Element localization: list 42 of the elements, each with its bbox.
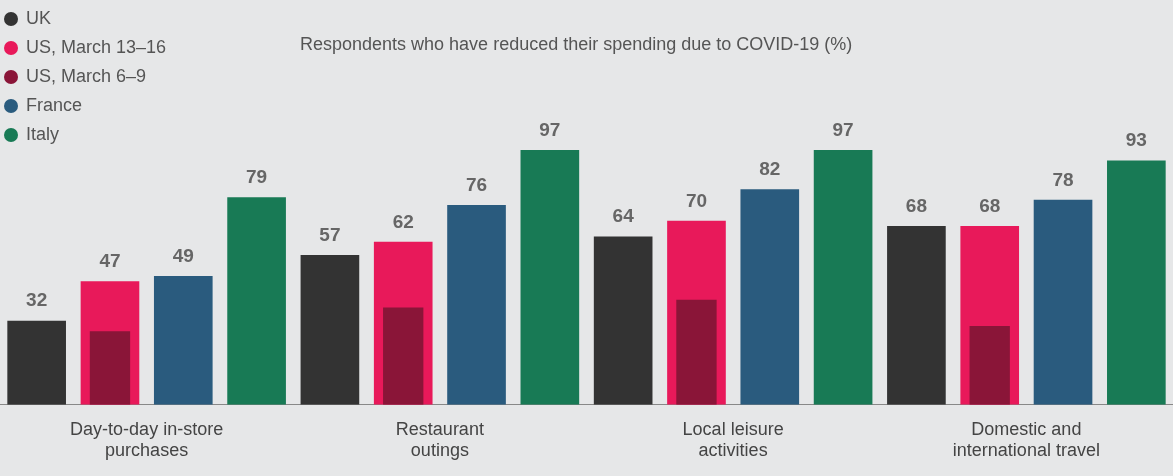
bar <box>153 276 213 405</box>
data-label: 70 <box>685 189 708 211</box>
bar <box>813 149 873 405</box>
legend-label: Italy <box>26 124 60 145</box>
data-label: 78 <box>1052 168 1074 190</box>
data-label: 62 <box>392 210 414 232</box>
x-tick-label: Day-to-day in-store purchases <box>70 418 224 461</box>
legend-label: US, March 13–16 <box>26 37 167 58</box>
x-tick-label: Restaurant outings <box>395 418 484 461</box>
bar <box>1033 199 1093 405</box>
bar <box>676 299 717 405</box>
bar <box>89 331 131 405</box>
data-label: 97 <box>832 118 854 140</box>
data-label: 93 <box>1125 129 1147 151</box>
legend-label: UK <box>26 8 52 29</box>
data-label: 57 <box>319 223 341 245</box>
legend-label: France <box>26 95 83 116</box>
bar <box>593 236 653 405</box>
bar <box>969 325 1010 405</box>
bar <box>227 197 286 405</box>
bar <box>383 307 424 405</box>
data-label: 32 <box>26 289 48 311</box>
data-label: 82 <box>759 158 781 180</box>
data-label: 49 <box>172 244 194 266</box>
bar <box>7 320 66 405</box>
data-label: 64 <box>612 205 635 227</box>
data-label: 97 <box>539 118 561 140</box>
data-label: 47 <box>99 250 121 272</box>
bar <box>300 255 360 405</box>
bar <box>1107 160 1166 405</box>
legend-label: US, March 6–9 <box>26 66 147 87</box>
x-tick-label: Domestic and international travel <box>952 418 1100 461</box>
bar <box>887 226 946 405</box>
chart-title: Respondents who have reduced their spending due to COVID-19 (%) <box>300 34 853 55</box>
bar <box>520 149 580 405</box>
bar <box>740 189 800 405</box>
x-tick-label: Local leisure activities <box>682 418 784 461</box>
data-label: 68 <box>979 194 1001 216</box>
data-label: 76 <box>465 173 488 195</box>
data-label: 68 <box>905 194 927 216</box>
data-label: 79 <box>246 165 268 187</box>
bar <box>447 205 506 405</box>
